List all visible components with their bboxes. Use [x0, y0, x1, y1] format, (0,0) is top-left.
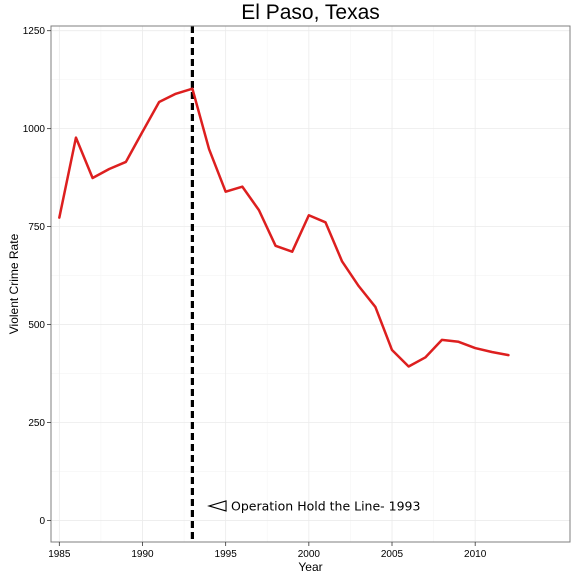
- y-tick-label: 1250: [23, 26, 46, 37]
- annotation-arrow-icon: [207, 500, 227, 512]
- y-tick-labels: 0 250 500 750 1000 1250: [23, 26, 46, 527]
- grid: [51, 26, 570, 542]
- y-tick-label: 250: [28, 418, 45, 429]
- y-tick-label: 0: [39, 516, 45, 527]
- series-layer: [58, 87, 510, 368]
- annotation-text: Operation Hold the Line- 1993: [231, 498, 420, 513]
- y-tick-label: 1000: [23, 124, 46, 135]
- plot-panel-border: [50, 25, 571, 543]
- x-tick-label: 1985: [48, 549, 71, 560]
- x-tick-label: 2005: [381, 549, 404, 560]
- annotation-layer: Operation Hold the Line- 1993: [207, 498, 420, 513]
- x-tick-label: 1990: [131, 549, 154, 560]
- y-tick-label: 750: [28, 222, 45, 233]
- chart-title: El Paso, Texas: [241, 1, 380, 24]
- x-tick-labels: 1985 1990 1995 2000 2005 2010: [48, 549, 487, 560]
- axis-ticks: [47, 30, 476, 546]
- y-axis-title: Violent Crime Rate: [7, 233, 21, 334]
- x-tick-label: 1995: [215, 549, 238, 560]
- x-tick-label: 2010: [464, 549, 487, 560]
- series-line: [58, 87, 510, 368]
- x-axis-title: Year: [298, 560, 322, 574]
- y-tick-label: 500: [28, 320, 45, 331]
- x-tick-label: 2000: [298, 549, 321, 560]
